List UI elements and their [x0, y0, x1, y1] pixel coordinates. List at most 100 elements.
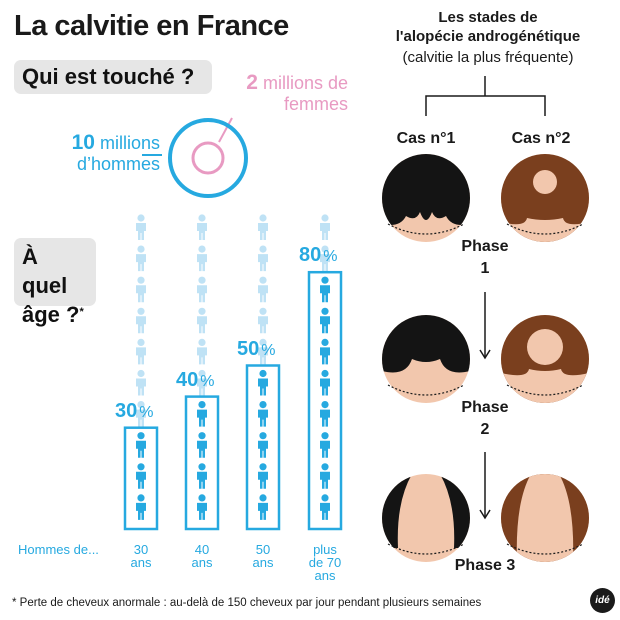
- who-heading: Qui est touché ?: [14, 60, 212, 94]
- person-icon: [136, 494, 146, 520]
- stages-title-line1: Les stades de: [438, 9, 538, 26]
- percent-label-1: 30%: [115, 400, 153, 423]
- person-icon: [320, 338, 330, 365]
- age-label-line: ans: [252, 555, 274, 570]
- men-circle: [168, 118, 248, 198]
- person-icon: [258, 276, 268, 303]
- percent-label-4: 80%: [299, 244, 337, 267]
- age-label-line: 30: [133, 542, 149, 557]
- women-pointer-line: [218, 117, 233, 143]
- person-icon: [258, 369, 268, 396]
- stages-title: Les stades de l'alopécie androgénétique: [372, 8, 604, 46]
- phase-label-1: Phase 1: [440, 236, 530, 280]
- women-count-value: 2: [246, 71, 258, 94]
- person-icon: [136, 307, 146, 334]
- women-circle: [191, 141, 225, 175]
- person-icon: [197, 276, 207, 303]
- percent-sign: %: [323, 248, 338, 266]
- head-case1-phase3: [382, 474, 470, 562]
- age-heading: À quel âge ?*: [14, 238, 96, 327]
- women-count-text: millions de femmes: [262, 73, 348, 114]
- phase-number: 3: [501, 557, 516, 574]
- person-icon: [320, 245, 330, 272]
- person-icon: [258, 214, 268, 240]
- men-count-value: 10: [71, 131, 95, 154]
- person-icon: [258, 463, 268, 489]
- person-icon: [197, 369, 207, 396]
- person-icon: [258, 401, 268, 427]
- highlight-box-4: [307, 270, 343, 531]
- percent-value: 40: [176, 368, 199, 391]
- person-icon: [197, 245, 207, 272]
- footnote-mark: *: [79, 306, 84, 318]
- head-case2-phase2: [501, 315, 589, 403]
- age-label-line: ans: [314, 568, 336, 583]
- head-case2-phase3: [501, 474, 589, 562]
- people-column-4: [307, 214, 343, 531]
- stages-subtitle: (calvitie la plus fréquente): [402, 49, 574, 66]
- person-icon: [197, 214, 207, 240]
- person-icon: [197, 401, 207, 427]
- person-icon: [320, 401, 330, 427]
- person-icon: [136, 463, 146, 489]
- person-icon: [136, 338, 146, 365]
- person-icon: [320, 494, 330, 520]
- phase-word: Phase: [461, 238, 509, 255]
- person-icon: [197, 432, 207, 458]
- highlight-box-1: [123, 426, 159, 531]
- page-title: La calvitie en France: [14, 10, 289, 42]
- stages-title-line2: l'alopécie androgénétique: [395, 28, 581, 45]
- person-icon: [197, 494, 207, 520]
- person-icon: [320, 214, 330, 240]
- who-circles: [142, 117, 248, 198]
- people-chart: [123, 214, 343, 531]
- case-2-label: Cas n°2: [511, 130, 571, 147]
- age-label-4: plus de 70 ans: [300, 543, 350, 582]
- age-label-line: ans: [191, 555, 213, 570]
- person-icon: [258, 245, 268, 272]
- highlight-box-3: [245, 364, 281, 531]
- person-icon: [258, 494, 268, 520]
- people-column-1: [123, 214, 159, 531]
- phase-label-3: Phase 3: [440, 557, 530, 575]
- men-age-row-label: Hommes de...: [18, 542, 99, 557]
- phase-number: 1: [480, 260, 490, 277]
- person-icon: [320, 276, 330, 303]
- person-icon: [320, 463, 330, 489]
- percent-sign: %: [139, 403, 154, 421]
- phase-word: Phase: [461, 399, 509, 416]
- person-icon: [320, 369, 330, 396]
- head-case2-phase1: [501, 154, 589, 242]
- men-count-label: 10 millions d’hommes: [20, 132, 160, 175]
- person-icon: [136, 214, 146, 240]
- men-count-text: millions d’hommes: [76, 133, 160, 174]
- logo: idé: [590, 588, 615, 613]
- people-column-2: [184, 214, 220, 531]
- age-label-line: 50: [255, 542, 271, 557]
- phase-label-2: Phase 2: [440, 397, 530, 441]
- person-icon: [136, 401, 146, 427]
- women-count-label: 2 millions de femmes: [228, 72, 348, 115]
- person-icon: [197, 307, 207, 334]
- percent-value: 80: [299, 244, 322, 267]
- stages-bracket: [425, 76, 546, 116]
- phase-number: 2: [480, 421, 490, 438]
- phase-word: Phase 3: [454, 557, 516, 574]
- age-label-line: 40: [194, 542, 210, 557]
- head-case1-phase2: [382, 315, 470, 403]
- age-label-1: 30 ans: [116, 543, 166, 569]
- case-1-label: Cas n°1: [396, 130, 456, 147]
- age-heading-line1: À quel: [22, 244, 68, 298]
- percent-sign: %: [261, 341, 276, 359]
- percent-label-2: 40%: [176, 369, 214, 392]
- age-label-line: plus: [313, 542, 337, 557]
- person-icon: [258, 307, 268, 334]
- person-icon: [136, 369, 146, 396]
- person-icon: [320, 307, 330, 334]
- percent-label-3: 50%: [237, 338, 275, 361]
- age-heading-line2: âge ?*: [22, 302, 84, 327]
- percent-sign: %: [200, 372, 215, 390]
- person-icon: [258, 432, 268, 458]
- person-icon: [258, 338, 268, 365]
